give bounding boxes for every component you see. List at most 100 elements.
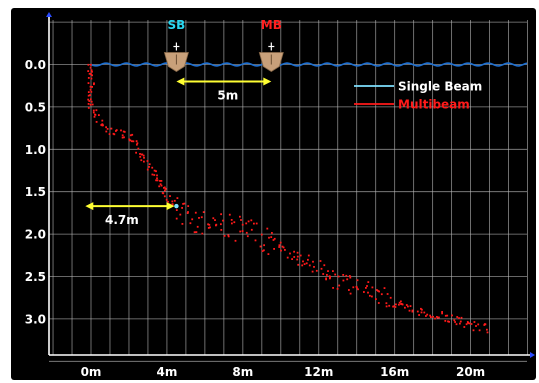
multibeam-point [385,305,388,308]
multibeam-point [332,270,334,272]
multibeam-point [187,205,190,207]
multibeam-point [349,292,352,295]
multibeam-point [143,156,145,159]
multibeam-point [171,203,174,206]
y-axis-arrow-icon [46,12,52,17]
multibeam-point [160,180,163,182]
multibeam-point [315,269,318,272]
multibeam-point [291,258,293,260]
multibeam-point [160,184,163,187]
multibeam-point [176,197,179,199]
multibeam-point [377,289,379,292]
multibeam-point [334,273,337,276]
multibeam-point [437,316,439,319]
arrow-head-left [176,77,185,86]
multibeam-point [146,168,149,171]
multibeam-point [175,209,178,211]
multibeam-point [459,322,461,325]
multibeam-point [222,219,224,222]
multibeam-point [183,202,186,205]
multibeam-point [148,166,150,168]
multibeam-point [342,279,345,282]
legend-label: Multibeam [398,98,470,112]
y-tick-label: 0.5 [25,100,46,114]
multibeam-point [323,264,326,267]
multibeam-point [93,115,96,118]
multibeam-point [155,179,157,182]
multibeam-point [460,316,463,319]
multibeam-point [342,274,345,276]
distance-arrows: 5m 4.7m [85,77,272,227]
x-tick-label: 8m [232,365,253,379]
multibeam-point [246,235,249,238]
multibeam-point [201,232,204,235]
multibeam-point [142,154,145,157]
x-axis-arrow-icon [530,352,535,358]
multibeam-point [436,316,438,318]
multibeam-point [365,287,367,289]
multibeam-point [421,308,423,311]
multibeam-point [332,287,334,289]
multibeam-point [173,199,176,202]
multibeam-point [299,254,302,257]
multibeam-point [383,287,386,289]
multibeam-point [451,314,453,317]
multibeam-point [484,323,487,326]
multibeam-point [87,91,90,93]
distance-arrow [176,77,272,86]
multibeam-point [293,250,295,253]
multibeam-point [135,151,137,154]
multibeam-point [88,72,91,75]
multibeam-point [120,129,122,132]
multibeam-point [345,274,348,277]
multibeam-point [200,216,203,219]
boats: SB MB [163,18,284,72]
multibeam-point [110,127,113,130]
multibeam-point [448,320,450,323]
multibeam-point [128,138,131,141]
multibeam-point [208,223,211,226]
multibeam-point [212,217,215,220]
multibeam-point [90,77,93,80]
multibeam-point [90,73,92,75]
multibeam-point [136,143,138,146]
x-tick-label: 12m [304,365,333,379]
multibeam-point [137,147,140,150]
y-tick-label: 2.5 [25,270,46,284]
multibeam-point [468,322,471,325]
multibeam-point [223,235,226,237]
multibeam-point [405,304,408,306]
multibeam-point [121,134,124,137]
multibeam-point [329,277,331,280]
multibeam-point [105,126,107,129]
arrow-head-right [166,202,175,211]
multibeam-point [336,287,339,290]
multibeam-point [268,236,270,239]
multibeam-point [156,174,158,177]
multibeam-point [267,253,270,255]
multibeam-point [91,103,94,106]
multibeam-point [158,185,161,188]
corner-markers [46,12,535,358]
multibeam-point [153,169,156,172]
multibeam-point [263,249,265,252]
multibeam-point [400,300,402,303]
multibeam-point [401,303,404,306]
multibeam-point [302,260,304,263]
multibeam-point [394,306,397,308]
multibeam-point [87,70,90,72]
multibeam-point [215,223,218,226]
multibeam-point [241,230,244,232]
multibeam-point [311,270,314,273]
multibeam-point [392,305,394,308]
multibeam-point [363,291,365,293]
multibeam-point [89,66,92,69]
multibeam-point [472,329,475,332]
multibeam-point [337,275,340,278]
multibeam-point [371,295,373,298]
multibeam-point [280,249,282,252]
multibeam-point [367,281,370,283]
multibeam-point [273,248,275,250]
multibeam-point [303,263,306,265]
